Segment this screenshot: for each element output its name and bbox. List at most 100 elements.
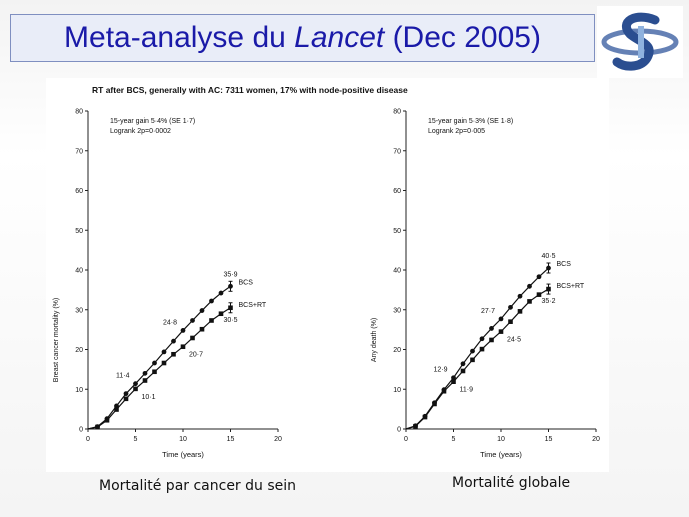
data-point (133, 381, 138, 387)
x-tick-label: 0 (86, 436, 90, 443)
x-tick-label: 0 (404, 436, 408, 443)
data-label: 24·5 (507, 337, 521, 344)
series-name-label: BCS+RT (557, 283, 585, 290)
y-tick-label: 30 (393, 307, 401, 314)
x-tick-label: 10 (497, 436, 505, 443)
data-point (517, 309, 523, 314)
y-axis-label: Any death (%) (371, 318, 378, 362)
x-tick-label: 20 (274, 436, 282, 443)
society-logo (597, 6, 683, 78)
x-tick-label: 15 (227, 436, 235, 443)
series-line-bcs (405, 267, 549, 430)
figure-svg: RT after BCS, generally with AC: 7311 wo… (53, 85, 600, 459)
y-tick-label: 50 (75, 228, 83, 235)
data-point (489, 326, 494, 331)
data-label: 12·9 (433, 367, 447, 374)
y-tick-label: 70 (393, 148, 401, 155)
data-label: 40·5 (541, 253, 555, 260)
data-point (508, 304, 513, 310)
data-point (498, 329, 504, 334)
y-axis-label: Breast cancer mortality (%) (53, 298, 60, 382)
data-point (527, 283, 532, 289)
y-tick-label: 50 (393, 228, 401, 235)
data-label: 24·8 (163, 319, 177, 326)
data-point (470, 348, 475, 354)
x-tick-label: 10 (179, 436, 187, 443)
data-point (517, 293, 523, 299)
data-label: 35·2 (541, 298, 555, 305)
data-point (142, 370, 148, 376)
data-label: 35·9 (223, 271, 237, 278)
data-point (190, 335, 195, 341)
data-point (161, 360, 167, 366)
title-suffix: (Dec 2005) (384, 21, 541, 54)
x-tick-label: 5 (134, 436, 138, 443)
y-tick-label: 40 (393, 268, 401, 275)
data-point (161, 349, 167, 355)
series-line-bcs-rt (405, 288, 549, 430)
x-axis-label: Time (years) (480, 450, 522, 459)
data-point (114, 403, 119, 409)
caption-overall-mortality: Mortalité globale (452, 475, 571, 491)
data-point (123, 391, 129, 397)
x-tick-label: 15 (545, 436, 553, 443)
data-label: 27·7 (481, 308, 495, 315)
y-tick-label: 30 (75, 307, 83, 314)
data-point (199, 326, 205, 332)
data-point (536, 292, 542, 297)
data-point (498, 316, 504, 322)
data-point (95, 424, 100, 430)
data-label: 11·9 (460, 387, 474, 394)
chart-panel-1 (85, 110, 279, 432)
caption-breast-cancer-mortality: Mortalité par cancer du sein (99, 478, 297, 494)
data-point (536, 274, 542, 280)
x-tick-label: 5 (452, 436, 456, 443)
figure-header: RT after BCS, generally with AC: 7311 wo… (92, 85, 408, 95)
series-name-label: BCS+RT (239, 302, 267, 309)
data-point (152, 369, 157, 375)
data-label: 20·7 (189, 352, 203, 359)
slide-title-box: Meta-analyse du Lancet (Dec 2005) (10, 14, 595, 62)
data-point (104, 417, 110, 423)
lancet-figure: RT after BCS, generally with AC: 7311 wo… (46, 78, 609, 472)
data-point (142, 378, 148, 383)
data-point (470, 357, 475, 363)
y-tick-label: 70 (75, 148, 83, 155)
title-journal: Lancet (294, 21, 385, 54)
x-tick-label: 20 (592, 436, 600, 443)
data-point (527, 299, 532, 304)
slide-title: Meta-analyse du Lancet (Dec 2005) (64, 21, 541, 55)
data-point (479, 336, 485, 342)
y-tick-label: 80 (75, 109, 83, 116)
data-point (479, 346, 485, 352)
data-point (432, 401, 437, 407)
data-point (199, 308, 205, 313)
data-point (180, 328, 186, 333)
data-point (451, 375, 456, 381)
data-point (171, 351, 176, 357)
series-line-bcs-rt (87, 307, 231, 430)
y-tick-label: 60 (393, 188, 401, 195)
data-point (133, 386, 138, 392)
y-tick-label: 60 (75, 188, 83, 195)
chart-panel-2 (403, 110, 597, 432)
data-label: 11·4 (116, 373, 130, 380)
data-point (190, 318, 195, 323)
data-label: 10·1 (142, 394, 156, 401)
data-point (422, 414, 428, 420)
stats-text: 15-year gain 5·3% (SE 1·8) (428, 118, 513, 125)
data-point (171, 338, 176, 344)
data-point (441, 388, 447, 394)
data-point (413, 423, 418, 429)
y-tick-label: 40 (75, 268, 83, 275)
data-point (123, 396, 129, 402)
x-axis-label: Time (years) (162, 450, 204, 459)
series-name-label: BCS (557, 261, 572, 268)
y-tick-label: 0 (79, 427, 83, 434)
data-point (209, 318, 214, 323)
series-name-label: BCS (239, 279, 254, 286)
series-line-bcs (87, 285, 231, 430)
data-point (451, 379, 456, 384)
data-point (209, 298, 214, 304)
stats-text: 15-year gain 5·4% (SE 1·7) (110, 118, 195, 125)
